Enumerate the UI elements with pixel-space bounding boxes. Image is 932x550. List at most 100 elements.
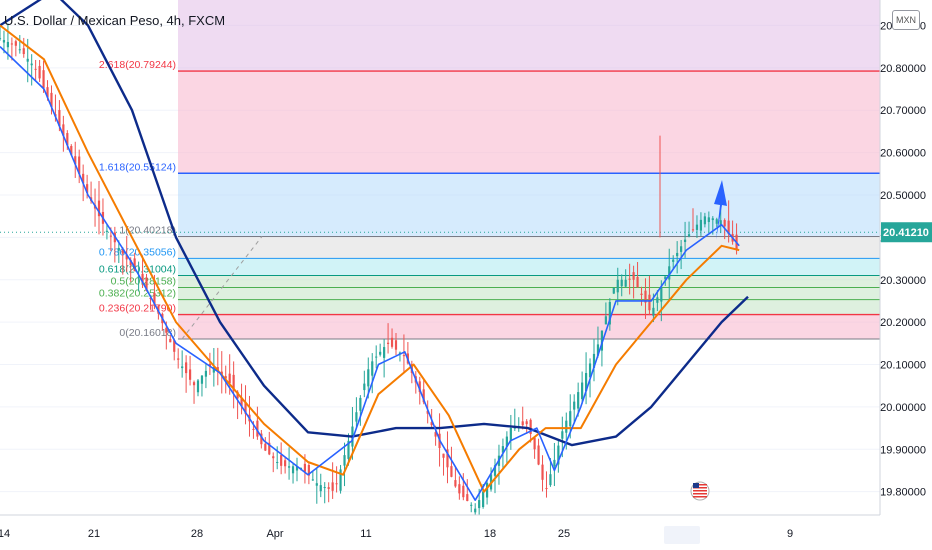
- candle-body: [561, 431, 564, 439]
- us-flag-icon[interactable]: [690, 481, 710, 501]
- candle-body: [272, 456, 275, 459]
- candle-body: [402, 355, 406, 357]
- currency-badge[interactable]: MXN: [892, 10, 920, 30]
- candle-body: [343, 455, 346, 466]
- candle-body: [454, 480, 457, 487]
- x-tick-label: Apr: [266, 528, 283, 540]
- candle-body: [529, 419, 532, 435]
- candle-body: [565, 420, 568, 433]
- fib-zone: [178, 258, 880, 276]
- candle-body: [121, 248, 124, 254]
- candle-body: [196, 380, 200, 393]
- candle-body: [430, 422, 433, 426]
- candle-body: [470, 504, 473, 506]
- fibonacci-extension[interactable]: 2.618(20.79244) 1.618(20.55124) 1(20.40218…: [0, 0, 880, 340]
- candle-body: [256, 420, 259, 437]
- candle-body: [264, 443, 267, 451]
- y-tick-label: 20.10000: [880, 360, 926, 372]
- candle-body: [153, 292, 156, 307]
- candle-body: [204, 370, 208, 377]
- fib-trend-line[interactable]: [181, 236, 263, 340]
- x-tick-label: 21: [88, 528, 100, 540]
- candle-body: [181, 366, 184, 369]
- current-price-bg: [881, 222, 932, 243]
- candle-body: [683, 239, 687, 243]
- candle-body: [367, 369, 370, 387]
- candle-body: [86, 184, 89, 193]
- time-axis-panel: [0, 515, 932, 550]
- candle-body: [549, 474, 552, 486]
- candle-body: [200, 375, 204, 384]
- candle-body: [418, 381, 421, 393]
- current-price-value: 20.41210: [883, 227, 929, 239]
- candle-body: [553, 459, 556, 467]
- y-tick-label: 19.80000: [880, 487, 926, 499]
- fib-level-label: 0.618(20.31004): [99, 263, 176, 275]
- fib-zone: [178, 314, 880, 340]
- candle-body: [592, 353, 596, 368]
- price-axis-panel: [880, 0, 932, 550]
- candle-body: [719, 220, 722, 227]
- candle-body: [137, 276, 140, 278]
- candle-body: [260, 433, 263, 445]
- flag-stripe: [693, 484, 707, 486]
- candle-body: [117, 247, 120, 251]
- candle-body: [82, 173, 85, 184]
- candle-body: [442, 453, 445, 458]
- candle-body: [355, 412, 358, 422]
- candle-body: [723, 220, 726, 227]
- fib-zone: [178, 173, 880, 237]
- candle-body: [474, 508, 477, 513]
- candle-body: [236, 391, 239, 399]
- x-tick-label: 14: [0, 528, 10, 540]
- fib-level-label: 0(20.16018): [119, 327, 176, 339]
- candle-body: [62, 124, 65, 136]
- candle-body: [493, 465, 497, 476]
- ma-fast-line: [0, 46, 740, 501]
- candle-body: [668, 266, 671, 280]
- candle-body: [363, 383, 366, 391]
- candle-body: [177, 358, 180, 360]
- candle-body: [379, 351, 382, 355]
- candle-body: [212, 367, 215, 373]
- candle-body: [319, 485, 322, 492]
- candle-body: [78, 156, 81, 174]
- moving-averages: [0, 0, 749, 501]
- candle-body: [34, 68, 37, 70]
- candle-body: [240, 397, 243, 407]
- candle-body: [331, 482, 334, 491]
- candle-body: [612, 287, 615, 294]
- candle-body: [652, 307, 655, 316]
- fib-zone: [178, 71, 880, 174]
- candle-body: [604, 316, 607, 325]
- candle-body: [268, 442, 271, 455]
- candle-body: [26, 58, 29, 62]
- candle-body: [581, 382, 584, 400]
- x-tick-label: 11: [360, 528, 371, 540]
- candle-body: [458, 484, 461, 494]
- candle-body: [695, 224, 699, 230]
- y-tick-label: 20.70000: [880, 105, 926, 117]
- candle-body: [485, 482, 489, 498]
- y-tick-label: 20.50000: [880, 190, 926, 202]
- candle-body: [74, 156, 77, 165]
- candle-body: [426, 410, 429, 414]
- x-tick-label: 9: [787, 528, 793, 540]
- candle-body: [727, 220, 730, 234]
- y-tick-label: 20.60000: [880, 148, 926, 160]
- ma-slow-line: [0, 0, 749, 447]
- candle-body: [133, 258, 136, 271]
- candle-body: [14, 41, 17, 46]
- candle-body: [680, 246, 683, 252]
- candle-body: [660, 286, 663, 302]
- candle-body: [208, 364, 211, 367]
- candle-body: [537, 445, 540, 465]
- current-price-label[interactable]: 20.41210: [881, 222, 932, 243]
- y-tick-label: 19.90000: [880, 444, 926, 456]
- flag-canton: [693, 483, 699, 488]
- ma-mid-line: [0, 24, 740, 493]
- fib-zone-top: [178, 0, 880, 72]
- annotations: [690, 180, 727, 501]
- candle-body: [280, 455, 283, 466]
